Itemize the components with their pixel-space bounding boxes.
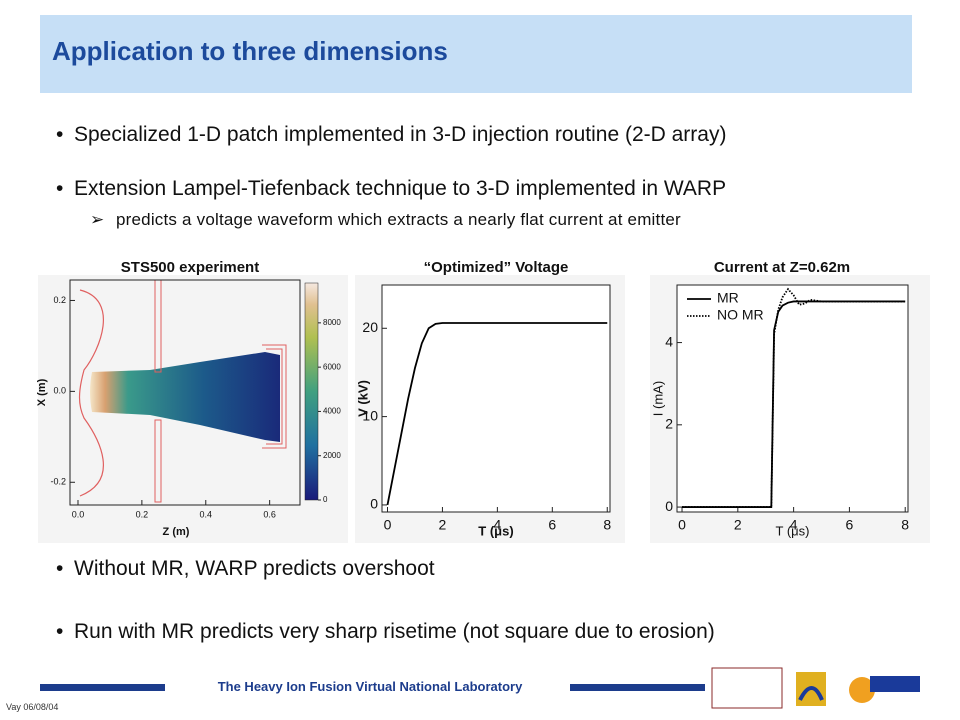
colorbar-label: 4000: [323, 407, 341, 416]
plot-frame: [676, 284, 909, 513]
bullet-text: Run with MR predicts very sharp risetime…: [74, 620, 715, 643]
electrode: [78, 289, 104, 497]
electrode: [262, 344, 287, 449]
logo-llnl-mark: [798, 686, 824, 701]
colorbar: [304, 282, 319, 501]
x-axis-label: Z (m): [163, 526, 190, 538]
x-tick-label: 0.6: [263, 509, 276, 519]
bullet: Extension Lampel-Tiefenback technique to…: [56, 177, 727, 201]
plot-frame: [69, 279, 301, 506]
y-tick-label: 4: [665, 333, 673, 349]
slide-title: Application to three dimensions: [52, 36, 448, 66]
x-tick-label: 4: [493, 517, 501, 533]
y-tick-label: 0.2: [53, 295, 66, 305]
legend-label: MR: [717, 290, 739, 306]
colorbar-label: 8000: [323, 318, 341, 327]
colorbar-label: 2000: [323, 451, 341, 460]
footer-bar: [570, 684, 705, 691]
y-tick-label: 0: [665, 498, 673, 514]
line: [682, 287, 906, 508]
y-axis-label: V (kV): [355, 380, 370, 417]
footer-lab: The Heavy Ion Fusion Virtual National La…: [217, 679, 523, 694]
x-tick-label: 6: [548, 517, 556, 533]
sub-bullet-text: predicts a voltage waveform which extrac…: [116, 210, 681, 229]
sub-bullet: predicts a voltage waveform which extrac…: [90, 210, 681, 230]
y-tick-label: 2: [665, 416, 673, 432]
x-tick-label: 0: [384, 517, 392, 533]
chart-title: “Optimized” Voltage: [424, 259, 569, 276]
y-tick-label: 10: [362, 407, 378, 423]
logo-berkeley: [711, 667, 783, 709]
logos: [711, 667, 920, 709]
bullet-text: Without MR, WARP predicts overshoot: [74, 557, 435, 580]
x-tick-label: 0.2: [136, 509, 149, 519]
logo-pppl: [870, 676, 920, 692]
plot-frame: [381, 284, 611, 513]
x-tick-label: 2: [439, 517, 447, 533]
y-tick-label: 0: [370, 496, 378, 512]
bullet-text: Specialized 1-D patch implemented in 3-D…: [74, 123, 727, 146]
colorbar-label: 6000: [323, 362, 341, 371]
x-tick-label: 4: [790, 517, 798, 533]
x-tick-label: 2: [734, 517, 742, 533]
beam: [90, 352, 280, 442]
x-tick-label: 0.4: [200, 509, 213, 519]
x-tick-label: 8: [901, 517, 909, 533]
chart-title: Current at Z=0.62m: [714, 259, 850, 276]
x-tick-label: 8: [603, 517, 611, 533]
chart-title: STS500 experiment: [121, 259, 259, 276]
logo-pppl-sun: [849, 677, 875, 703]
colorbar-label: 0: [323, 495, 328, 504]
footer-author: Vay 06/08/04: [6, 702, 59, 712]
y-tick-label: -0.2: [50, 477, 66, 487]
y-axis-label: I (mA): [650, 381, 665, 416]
bullet: Without MR, WARP predicts overshoot: [56, 557, 435, 581]
simulation-image: [78, 279, 287, 503]
x-tick-label: 0.0: [72, 509, 85, 519]
bullet: Run with MR predicts very sharp risetime…: [56, 620, 715, 644]
header-band: Application to three dimensions: [40, 15, 912, 93]
y-axis-label: X (m): [36, 378, 48, 406]
footer-bar: [40, 684, 165, 691]
y-tick-label: 0.0: [53, 386, 66, 396]
bullet-text: Extension Lampel-Tiefenback technique to…: [74, 177, 727, 200]
x-axis-label: T (μs): [776, 523, 810, 538]
line: [386, 322, 608, 506]
x-axis-label: T (μs): [478, 523, 513, 538]
x-tick-label: 0: [678, 517, 686, 533]
electrode: [154, 419, 162, 503]
legend-label: NO MR: [717, 307, 764, 323]
bullet: Specialized 1-D patch implemented in 3-D…: [56, 123, 727, 147]
y-tick-label: 20: [362, 319, 378, 335]
x-tick-label: 6: [846, 517, 854, 533]
